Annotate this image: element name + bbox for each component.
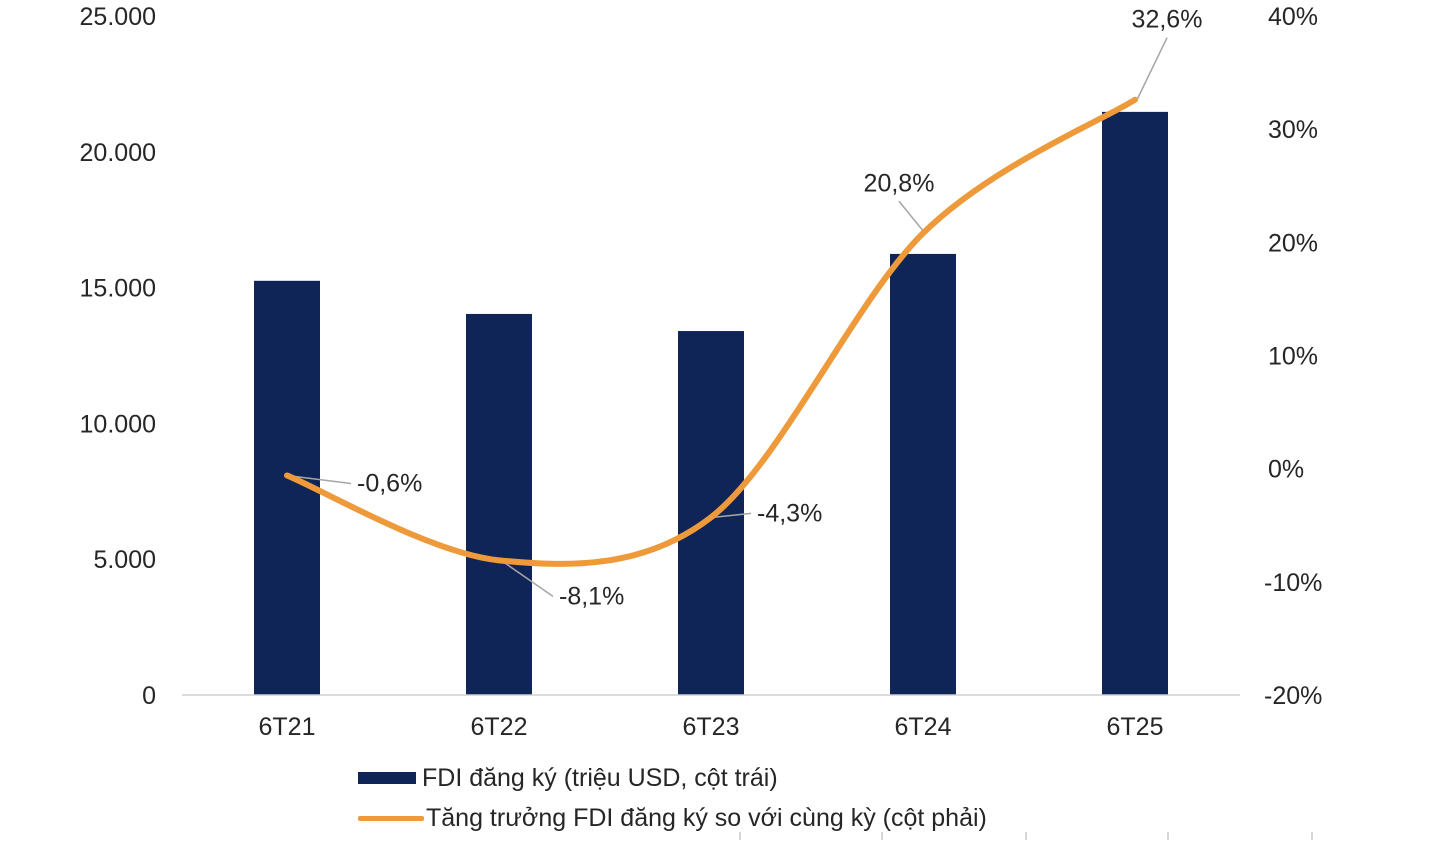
x-tick-label: 6T24 — [895, 713, 952, 741]
bar-6T22 — [466, 313, 532, 695]
x-tick-label: 6T25 — [1107, 713, 1164, 741]
label-leader-line — [286, 474, 352, 485]
label-leader-line — [712, 512, 752, 519]
bar-6T24 — [890, 253, 956, 695]
y2-tick-label: 10% — [1268, 343, 1318, 371]
legend-item-fdi: FDI đăng ký (triệu USD, cột trái) — [358, 758, 987, 798]
label-leader-line — [1136, 37, 1168, 101]
bar-6T25 — [1102, 111, 1168, 695]
legend-line-swatch — [358, 815, 424, 821]
y2-tick-label: -10% — [1264, 569, 1322, 597]
x-tick-label: 6T21 — [259, 713, 316, 741]
growth-data-label: -8,1% — [559, 582, 624, 610]
growth-data-label: -0,6% — [357, 469, 422, 497]
legend-item-growth: Tăng trưởng FDI đăng ký so với cùng kỳ (… — [358, 798, 987, 838]
label-leader-line — [898, 200, 926, 234]
legend-bar-swatch — [358, 772, 416, 784]
y-tick-label: 0 — [142, 682, 156, 710]
y2-tick-label: 0% — [1268, 456, 1304, 484]
legend: FDI đăng ký (triệu USD, cột trái) Tăng t… — [358, 758, 987, 838]
y2-tick-label: 40% — [1268, 3, 1318, 31]
label-leader-line — [500, 559, 554, 597]
y-tick-label: 10.000 — [80, 410, 156, 438]
growth-data-label: -4,3% — [757, 499, 822, 527]
y-tick-label: 15.000 — [80, 275, 156, 303]
y2-tick-label: 20% — [1268, 229, 1318, 257]
growth-line-series — [284, 96, 1138, 567]
y-tick-label: 20.000 — [80, 139, 156, 167]
x-tick-label: 6T22 — [471, 713, 528, 741]
legend-label-growth: Tăng trưởng FDI đăng ký so với cùng kỳ (… — [426, 803, 987, 832]
y2-tick-label: -20% — [1264, 682, 1322, 710]
growth-data-label: 20,8% — [864, 169, 935, 197]
y-tick-label: 25.000 — [80, 3, 156, 31]
growth-data-label: 32,6% — [1132, 6, 1203, 34]
y2-tick-label: 30% — [1268, 116, 1318, 144]
x-tick-label: 6T23 — [683, 713, 740, 741]
y-tick-label: 5.000 — [93, 546, 156, 574]
bar-6T23 — [678, 331, 744, 695]
legend-label-fdi: FDI đăng ký (triệu USD, cột trái) — [422, 763, 778, 792]
